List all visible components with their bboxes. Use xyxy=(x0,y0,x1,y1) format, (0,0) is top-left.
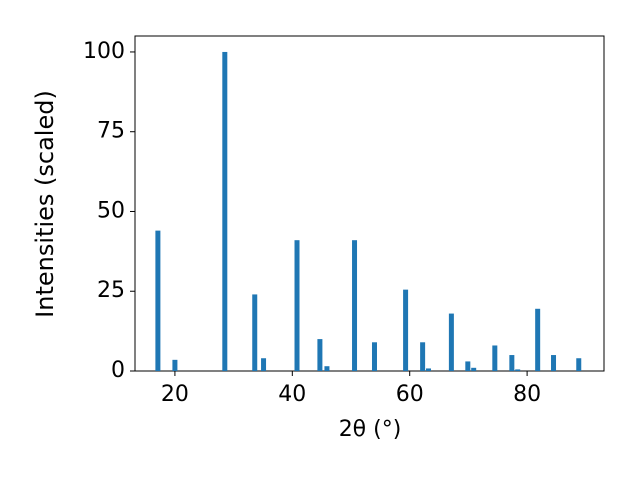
bar xyxy=(252,294,258,371)
y-tick-label: 50 xyxy=(97,198,125,223)
x-tick-label: 20 xyxy=(161,382,189,407)
y-tick-label: 100 xyxy=(83,39,125,64)
bar xyxy=(317,339,323,371)
bar xyxy=(420,342,426,371)
bar xyxy=(371,342,377,371)
y-tick-label: 75 xyxy=(97,119,125,144)
bar xyxy=(294,240,300,371)
bar xyxy=(261,358,267,371)
bar xyxy=(551,355,557,371)
x-tick-label: 60 xyxy=(396,382,424,407)
bar xyxy=(515,369,521,371)
y-tick-label: 0 xyxy=(111,358,125,383)
bar xyxy=(352,240,358,371)
y-tick-label: 25 xyxy=(97,278,125,303)
bar xyxy=(448,313,454,371)
bar xyxy=(509,355,515,371)
bar xyxy=(425,368,431,371)
y-axis-label: Intensities (scaled) xyxy=(31,90,59,318)
x-tick-label: 40 xyxy=(278,382,306,407)
bar xyxy=(324,366,330,371)
bar xyxy=(576,358,582,371)
bar xyxy=(492,345,498,371)
bar xyxy=(465,361,471,371)
bar xyxy=(155,230,161,371)
x-axis-label: 2θ (°) xyxy=(339,417,402,442)
bar xyxy=(403,289,409,371)
bar xyxy=(535,308,541,371)
bar xyxy=(222,51,228,371)
bar xyxy=(172,359,178,371)
plot-frame xyxy=(134,35,605,372)
bar xyxy=(471,367,477,371)
x-tick-label: 80 xyxy=(513,382,541,407)
